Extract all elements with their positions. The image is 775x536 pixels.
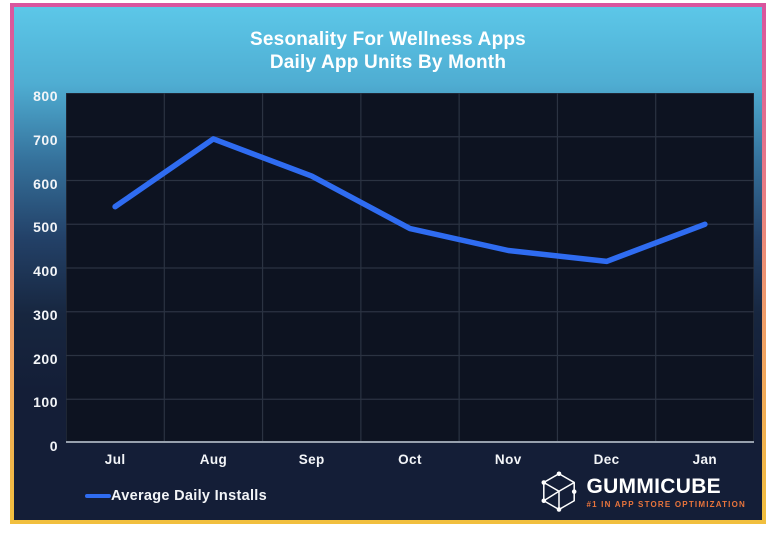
brand-name: GUMMICUBE: [586, 474, 721, 498]
brand-text: GUMMICUBE #1 IN APP STORE OPTIMIZATION: [586, 474, 746, 509]
y-axis-tick-label: 200: [33, 350, 58, 367]
y-axis-tick-label: 600: [33, 175, 58, 192]
x-axis-tick-label: Jan: [692, 452, 718, 467]
y-axis: 800 700 600 500 400 300 200 100 0: [14, 7, 58, 457]
brand-tagline: #1 IN APP STORE OPTIMIZATION: [586, 499, 746, 509]
x-axis-tick-label: Dec: [593, 452, 620, 467]
y-axis-tick-label: 0: [49, 438, 58, 454]
brand-logo: GUMMICUBE #1 IN APP STORE OPTIMIZATION: [540, 470, 746, 514]
x-axis-tick-label: Nov: [494, 452, 522, 467]
x-axis: Jul Aug Sep Oct Nov Dec Jan: [14, 7, 762, 520]
x-axis-tick-label: Jul: [104, 452, 126, 467]
x-axis-tick-label: Sep: [298, 452, 325, 467]
legend-label: Average Daily Installs: [111, 488, 267, 504]
y-axis-tick-label: 400: [33, 263, 58, 279]
x-axis-tick-label: Aug: [199, 452, 228, 467]
y-axis-tick-label: 300: [33, 306, 58, 323]
y-axis-tick-label: 500: [33, 219, 58, 236]
chart-title-line1: Sesonality For Wellness Apps: [250, 29, 526, 50]
cube-icon: [541, 471, 577, 512]
y-axis-tick-label: 100: [33, 394, 58, 411]
chart-title-line2: Daily App Units By Month: [269, 52, 507, 73]
legend-line-swatch: [85, 493, 111, 499]
line-chart-plot: [66, 93, 754, 443]
chart-title: Sesonality For Wellness Apps Daily App U…: [14, 28, 762, 74]
y-axis-tick-label: 800: [33, 88, 58, 104]
y-axis-tick-label: 700: [33, 131, 58, 148]
chart-card: Sesonality For Wellness Apps Daily App U…: [10, 3, 766, 524]
legend: Average Daily Installs: [85, 488, 267, 504]
x-axis-tick-label: Oct: [398, 452, 422, 467]
